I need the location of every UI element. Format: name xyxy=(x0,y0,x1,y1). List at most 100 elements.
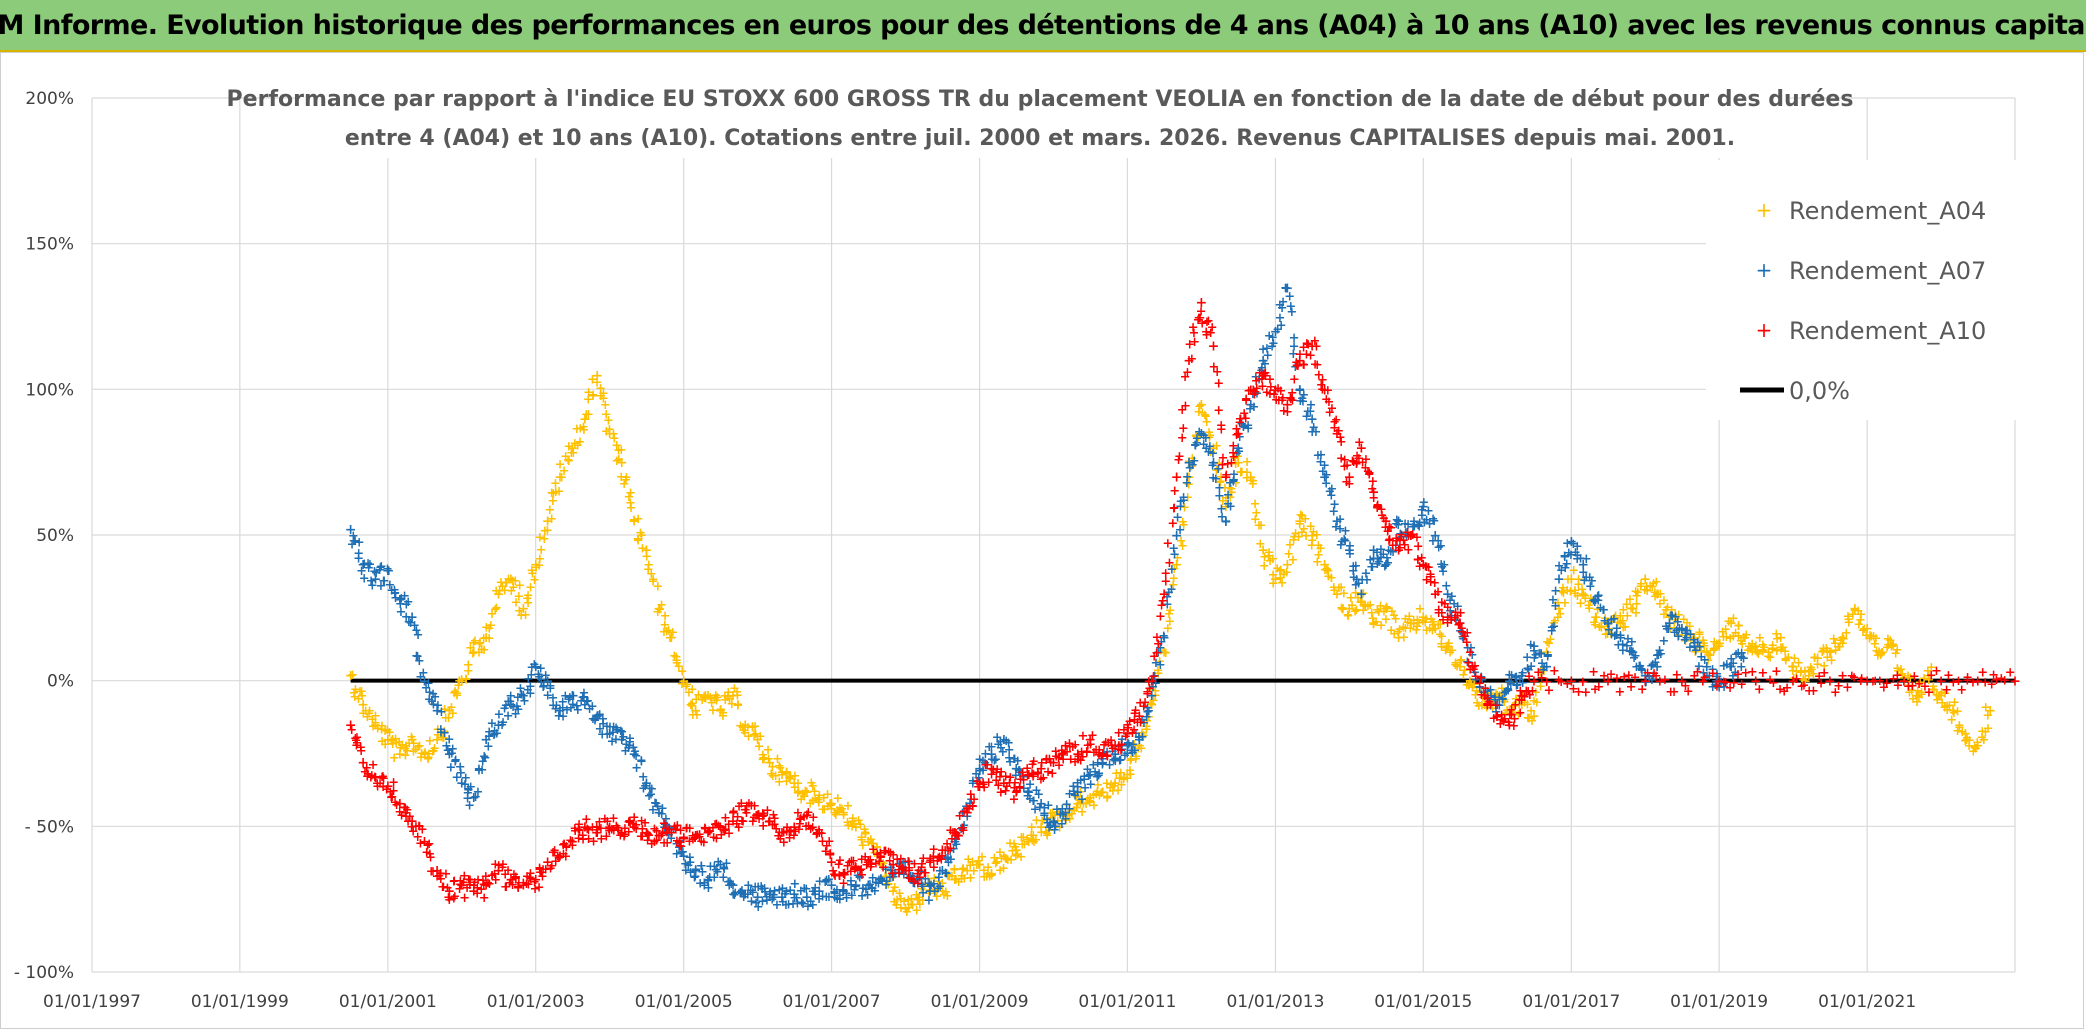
data-point-interp: + xyxy=(1499,693,1510,708)
data-point-interp: + xyxy=(683,858,694,873)
data-point: + xyxy=(1775,630,1787,646)
data-point-interp: + xyxy=(534,530,545,545)
data-point-interp: + xyxy=(436,705,447,720)
data-point-interp: + xyxy=(746,894,757,909)
data-point-interp: + xyxy=(638,770,649,785)
data-point: + xyxy=(1270,572,1282,588)
data-point-interp: + xyxy=(737,886,748,901)
data-point-interp: + xyxy=(611,439,622,454)
data-point: + xyxy=(1577,586,1589,602)
data-point: + xyxy=(1849,601,1861,617)
data-point-interp: + xyxy=(1771,665,1782,680)
data-point-interp: + xyxy=(940,885,951,900)
data-point-interp: + xyxy=(848,817,859,832)
data-point-interp: + xyxy=(917,893,928,908)
data-point-interp: + xyxy=(620,473,631,488)
data-point-interp: + xyxy=(1588,665,1599,680)
data-point-interp: + xyxy=(380,737,391,752)
data-point: + xyxy=(1393,630,1405,646)
data-point-interp: + xyxy=(957,862,968,877)
data-point-interp: + xyxy=(1345,591,1356,606)
data-point-interp: + xyxy=(986,869,997,884)
data-point-interp: + xyxy=(1681,629,1692,644)
data-point-interp: + xyxy=(907,898,918,913)
data-point-interp: + xyxy=(685,856,696,871)
data-point-interp: + xyxy=(353,692,364,707)
data-point-interp: + xyxy=(410,742,421,757)
data-point-interp: + xyxy=(1949,696,1960,711)
data-point-interp: + xyxy=(728,888,739,903)
data-point-interp: + xyxy=(718,860,729,875)
data-point-interp: + xyxy=(1365,598,1376,613)
x-tick-label: 01/01/2021 xyxy=(1818,992,1916,1012)
data-point-interp: + xyxy=(1321,562,1332,577)
data-point-interp: + xyxy=(1424,622,1435,637)
data-point-interp: + xyxy=(1142,714,1153,729)
data-point-interp: + xyxy=(1294,517,1305,532)
data-point-interp: + xyxy=(376,579,387,594)
data-point-interp: + xyxy=(729,682,740,697)
data-point-interp: + xyxy=(1267,552,1278,567)
data-point-interp: + xyxy=(1368,618,1379,633)
data-point: + xyxy=(1097,784,1109,800)
data-point-interp: + xyxy=(1174,449,1185,464)
data-point-interp: + xyxy=(1904,685,1915,700)
series-rendement-a04: ++++++++++++++++++++++++++++++++++++++++… xyxy=(345,368,1996,920)
data-point-interp: + xyxy=(677,665,688,680)
data-point-interp: + xyxy=(403,615,414,630)
data-point: + xyxy=(1035,819,1047,835)
data-point-interp: + xyxy=(427,744,438,759)
data-point-interp: + xyxy=(1191,429,1202,444)
data-point-interp: + xyxy=(581,408,592,423)
data-point-interp: + xyxy=(473,785,484,800)
data-point-interp: + xyxy=(470,634,481,649)
data-point: + xyxy=(444,747,456,763)
data-point-interp: + xyxy=(784,771,795,786)
data-point-interp: + xyxy=(1665,622,1676,637)
data-point-interp: + xyxy=(1885,633,1896,648)
data-point-interp: + xyxy=(505,689,516,704)
data-point-interp: + xyxy=(1415,602,1426,617)
data-point-interp: + xyxy=(1306,539,1317,554)
data-point-interp: + xyxy=(1705,649,1716,664)
data-point-interp: + xyxy=(1618,603,1629,618)
data-point-interp: + xyxy=(1323,564,1334,579)
data-point-interp: + xyxy=(1940,687,1951,702)
data-point-interp: + xyxy=(467,646,478,661)
data-point-interp: + xyxy=(711,694,722,709)
data-point-interp: + xyxy=(1213,377,1224,392)
data-point-interp: + xyxy=(383,564,394,579)
data-point-interp: + xyxy=(526,668,537,683)
data-point-interp: + xyxy=(362,710,373,725)
data-point-interp: + xyxy=(1343,609,1354,624)
data-point-interp: + xyxy=(906,898,917,913)
data-point-interp: + xyxy=(1877,646,1888,661)
data-point-interp: + xyxy=(608,427,619,442)
data-point-interp: + xyxy=(668,823,679,838)
data-point-interp: + xyxy=(1042,829,1053,844)
data-point-interp: + xyxy=(860,825,871,840)
data-point-interp: + xyxy=(1336,435,1347,450)
y-axis-tick-labels: 200%150%100%50%0%- 50%- 100% xyxy=(14,89,74,983)
data-point-interp: + xyxy=(684,686,695,701)
data-point-interp: + xyxy=(1094,788,1105,803)
data-point-interp: + xyxy=(494,584,505,599)
data-point-interp: + xyxy=(1604,615,1615,630)
data-point: + xyxy=(887,883,899,899)
data-point-interp: + xyxy=(1379,605,1390,620)
data-point-interp: + xyxy=(753,880,764,895)
data-point-interp: + xyxy=(978,863,989,878)
data-point-interp: + xyxy=(1220,491,1231,506)
data-point-interp: + xyxy=(491,601,502,616)
data-point-interp: + xyxy=(713,855,724,870)
data-point-interp: + xyxy=(981,869,992,884)
data-point-interp: + xyxy=(617,725,628,740)
data-point-interp: + xyxy=(1215,476,1226,491)
data-point-interp: + xyxy=(889,880,900,895)
data-point-interp: + xyxy=(1102,789,1113,804)
legend-label-a07: Rendement_A07 xyxy=(1789,257,1986,285)
data-point-interp: + xyxy=(916,882,927,897)
data-point-interp: + xyxy=(1088,789,1099,804)
data-point-interp: + xyxy=(860,827,871,842)
data-point-interp: + xyxy=(865,833,876,848)
